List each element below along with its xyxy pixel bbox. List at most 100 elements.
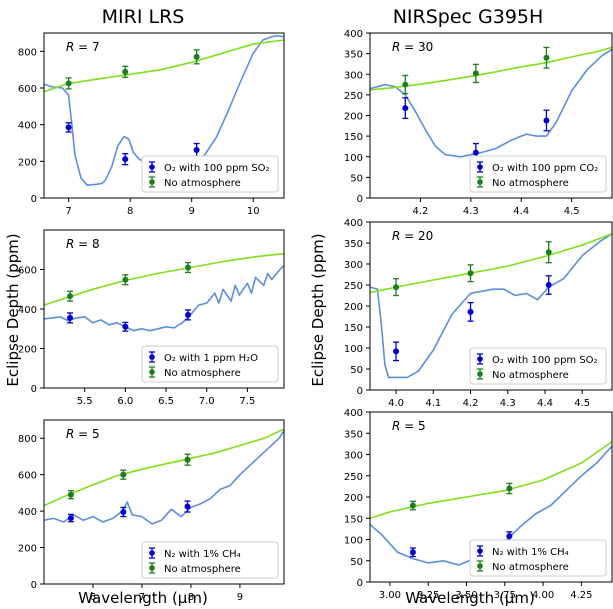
legend-label: O₂ with 100 ppm SO₂ — [492, 355, 598, 366]
data-point-no-atmosphere — [67, 290, 74, 302]
point-marker — [184, 456, 191, 463]
data-point-no-atmosphere — [65, 77, 72, 90]
point-marker — [506, 485, 513, 492]
y-tick-label: 200 — [18, 544, 37, 555]
x-tick-label: 8 — [127, 206, 133, 217]
point-marker — [402, 81, 409, 88]
y-tick-label: 100 — [344, 153, 363, 164]
x-tick-label: 7 — [139, 592, 145, 603]
y-tick-label: 50 — [350, 557, 363, 568]
y-tick-label: 250 — [344, 472, 363, 483]
y-tick-label: 150 — [344, 132, 363, 143]
legend-marker — [149, 164, 155, 170]
plot-area — [44, 428, 284, 525]
y-tick-label: 600 — [18, 84, 37, 95]
point-marker — [185, 311, 191, 318]
panel-nirspec-3: 0 50 100 150 200 250 300 350 400 3.00 3.25 3.50 3.75… — [344, 408, 613, 601]
point-marker — [472, 149, 479, 156]
point-marker — [122, 276, 129, 283]
xlabel-right-a: Wavelength ( — [405, 589, 505, 607]
xlabel-left: Wavelength (μm) — [78, 589, 208, 607]
y-tick-label: 800 — [18, 47, 37, 58]
data-point-no-atmosphere — [185, 261, 191, 274]
legend-label: N₂ with 1% CH₄ — [164, 549, 241, 560]
y-tick-label: 0 — [357, 194, 363, 205]
y-tick-label: 300 — [344, 451, 363, 462]
legend-marker — [149, 179, 155, 185]
point-marker — [193, 53, 200, 60]
resolution-label: R = 8 — [66, 237, 100, 251]
x-tick-label: 4.3 — [463, 206, 479, 217]
legend-label: No atmosphere — [492, 370, 569, 381]
data-point-model — [193, 142, 200, 158]
data-point-model — [409, 547, 416, 558]
plot-area — [44, 34, 284, 186]
x-tick-label: 4.0 — [388, 398, 404, 409]
y-tick-label: 0 — [357, 578, 363, 589]
x-tick-label: 6.0 — [117, 396, 133, 407]
col-title-nirspec: NIRSpec G395H — [393, 6, 544, 28]
data-point-model — [65, 122, 72, 133]
legend-label: O₂ with 100 ppm CO₂ — [492, 163, 598, 174]
data-point-no-atmosphere — [545, 241, 552, 264]
data-point-model — [67, 312, 74, 324]
resolution-label-r: R — [392, 229, 400, 243]
legend-label: No atmosphere — [492, 178, 569, 189]
resolution-label: R = 5 — [66, 427, 100, 441]
y-tick-label: 350 — [344, 50, 363, 61]
model-line — [370, 48, 612, 158]
x-tick-label: 7 — [65, 206, 71, 217]
plot-area — [370, 233, 612, 379]
no-atmosphere-line — [370, 46, 612, 91]
data-point-model — [393, 341, 400, 362]
x-tick-label: 4.5 — [574, 398, 590, 409]
no-atmosphere-line — [44, 252, 284, 306]
point-marker — [543, 54, 550, 61]
panel-nirspec-1: 0 50 100 150 200 250 300 350 400 4.2 4.3 4.4 4.5 R = … — [344, 29, 613, 217]
legend-marker — [149, 550, 155, 556]
y-tick-label: 0 — [31, 384, 37, 395]
panel-frame — [369, 411, 613, 583]
y-tick-label: 100 — [344, 536, 363, 547]
y-tick-label: 200 — [344, 493, 363, 504]
point-marker — [393, 348, 400, 355]
legend-marker — [149, 354, 155, 360]
ylabel-right: Eclipse Depth (ppm) — [309, 233, 327, 386]
x-tick-label: 4.4 — [513, 206, 529, 217]
point-marker — [543, 117, 550, 124]
y-tick-label: 100 — [344, 344, 363, 355]
legend-label: No atmosphere — [164, 368, 241, 379]
x-tick-label: 9 — [189, 206, 195, 217]
no-atmosphere-line — [370, 441, 612, 520]
legend-box — [141, 155, 279, 193]
model-line — [44, 430, 284, 525]
point-marker — [545, 282, 552, 288]
point-marker — [67, 491, 74, 498]
point-marker — [65, 80, 72, 87]
resolution-label-r: R — [66, 40, 74, 54]
y-tick-label: 300 — [344, 70, 363, 81]
legend-label: No atmosphere — [164, 564, 241, 575]
plot-area — [370, 46, 612, 163]
legend-label: O₂ with 1 ppm H₂O — [164, 353, 258, 364]
y-tick-label: 50 — [350, 173, 363, 184]
x-tick-label: 8 — [188, 592, 194, 603]
legend-marker — [477, 179, 483, 185]
legend-box — [141, 541, 279, 579]
legend-box — [469, 155, 607, 193]
y-tick-label: 250 — [344, 91, 363, 102]
ylabel-left: Eclipse Depth (ppm) — [4, 233, 22, 386]
xlabel-right-mu: μ — [505, 589, 515, 607]
y-tick-label: 300 — [344, 260, 363, 271]
panel-miri-3: 0 200 400 600 800 6 7 8 9 R = 5 N₂ with 1% CH₄ No a… — [18, 419, 285, 603]
legend-label: No atmosphere — [164, 178, 241, 189]
data-point-no-atmosphere — [472, 63, 479, 84]
point-marker — [184, 503, 191, 510]
x-tick-label: 3.50 — [455, 590, 477, 601]
x-tick-label: 4.5 — [564, 206, 580, 217]
x-tick-label: 9 — [237, 592, 243, 603]
panel-frame — [369, 32, 613, 199]
data-point-model — [545, 275, 552, 295]
legend-marker — [149, 369, 155, 375]
